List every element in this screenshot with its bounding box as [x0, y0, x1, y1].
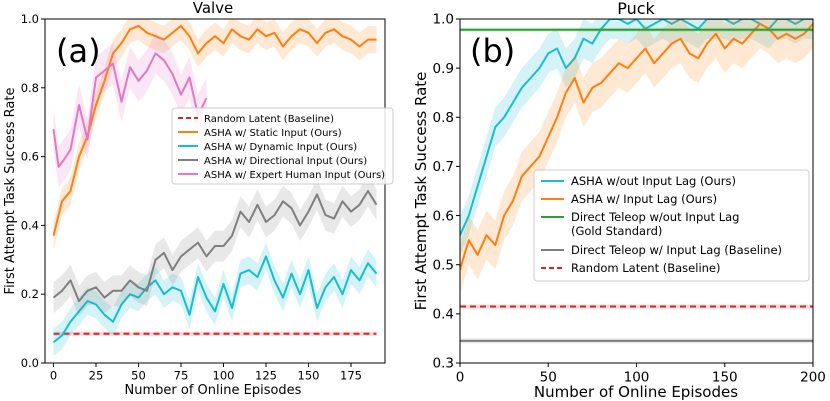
y-tick-label: 0.8	[21, 81, 39, 95]
legend-entry: ASHA w/out Input Lag (Ours)	[571, 174, 736, 188]
series-line-asha-w-dynamic-input-ours	[52, 255, 378, 344]
chart-panel-puck: Puck 0 50 100 150 200 0.3 0.4 0.5 0.6 0.7 0.8 0.9 1.…	[412, 0, 826, 401]
legend-entry: Direct Teleop w/out Input Lag	[571, 210, 739, 224]
legend-entry: ASHA w/ Directional Input (Ours)	[204, 156, 367, 167]
y-tick-label: 0.5	[433, 257, 454, 273]
series-layer	[52, 19, 378, 357]
x-tick-label: 0	[50, 369, 57, 383]
series-band-asha-w-expert-human-input-ours	[53, 32, 207, 188]
panel-label: (b)	[470, 32, 515, 70]
chart-title: Puck	[617, 0, 655, 18]
axes-layer: 0 25 50 75 100 125 150 175 0.0 0.2 0.4 0.6 0.8 1.0	[21, 12, 386, 383]
chart-title: Valve	[193, 0, 234, 17]
legend-entry: Random Latent (Baseline)	[571, 261, 721, 275]
legend-entry: ASHA w/ Static Input (Ours)	[204, 128, 342, 139]
series-line-asha-w-static-input-ours	[52, 24, 377, 236]
x-tick-label: 175	[340, 369, 362, 383]
y-tick-label: 1.0	[433, 12, 454, 28]
y-tick-label: 0.8	[433, 110, 454, 126]
x-tick-label: 125	[255, 369, 277, 383]
x-axis-label: Number of Online Episodes	[534, 383, 738, 401]
x-tick-label: 75	[174, 369, 189, 383]
x-tick-label: 100	[624, 370, 650, 386]
x-tick-label: 50	[540, 370, 557, 386]
y-axis-label: First Attempt Task Success Rate	[3, 88, 18, 295]
series-band-asha-w-dynamic-input-ours	[53, 242, 377, 357]
y-tick-label: 0.6	[433, 208, 454, 224]
y-axis-label: First Attempt Task Success Rate	[412, 72, 430, 311]
y-tick-label: 1.0	[21, 12, 39, 26]
legend-entry: Random Latent (Baseline)	[204, 114, 334, 125]
series-band-asha-w-static-input-ours	[53, 19, 377, 250]
y-tick-label: 0.4	[433, 307, 454, 323]
legend-entry: ASHA w/ Dynamic Input (Ours)	[204, 142, 357, 153]
legend: Random Latent (Baseline) ASHA w/ Static …	[171, 107, 394, 185]
y-tick-label: 0.7	[433, 159, 454, 175]
legend-box	[171, 107, 394, 185]
y-tick-label: 0.0	[21, 356, 39, 370]
y-tick-label: 0.3	[433, 356, 454, 372]
x-axis-label: Number of Online Episodes	[125, 383, 302, 398]
series-line-asha-w-out-input-lag-ours	[460, 19, 813, 236]
legend-entry: ASHA w/ Expert Human Input (Ours)	[204, 170, 385, 181]
x-tick-label: 150	[712, 370, 738, 386]
chart-panel-valve: Valve 0 25 50 75 100 125 150 175 0.0 0.2 0.4 0.6 0.8…	[3, 0, 394, 398]
plot-area	[52, 19, 378, 357]
y-tick-label: 0.9	[433, 61, 454, 77]
legend-entry-continuation: (Gold Standard)	[571, 224, 662, 238]
x-tick-label: 50	[131, 369, 146, 383]
y-tick-label: 0.2	[21, 287, 39, 301]
panel-label: (a)	[56, 32, 101, 70]
legend-box	[533, 169, 810, 282]
x-tick-label: 25	[89, 369, 104, 383]
y-tick-label: 0.6	[21, 150, 39, 164]
axes-layer: 0 50 100 150 200 0.3 0.4 0.5 0.6 0.7 0.8 0.9 1.0	[433, 12, 826, 386]
y-tick-label: 0.4	[21, 218, 39, 232]
plot-area	[460, 19, 813, 344]
axes-frame	[44, 18, 386, 364]
series-line-asha-w-expert-human-input-ours	[52, 52, 208, 168]
legend: ASHA w/out Input Lag (Ours) ASHA w/ Inpu…	[533, 169, 810, 282]
legend-entry: Direct Teleop w/ Input Lag (Baseline)	[571, 243, 782, 257]
x-tick-label: 0	[456, 370, 465, 386]
series-layer	[460, 19, 813, 344]
x-tick-label: 150	[298, 369, 320, 383]
x-tick-label: 100	[213, 369, 235, 383]
series-band-asha-w-input-lag-ours	[460, 19, 813, 295]
legend-entry: ASHA w/ Input Lag (Ours)	[571, 192, 717, 206]
series-line-asha-w-directional-input-ours	[52, 190, 378, 303]
x-tick-label: 200	[800, 370, 826, 386]
